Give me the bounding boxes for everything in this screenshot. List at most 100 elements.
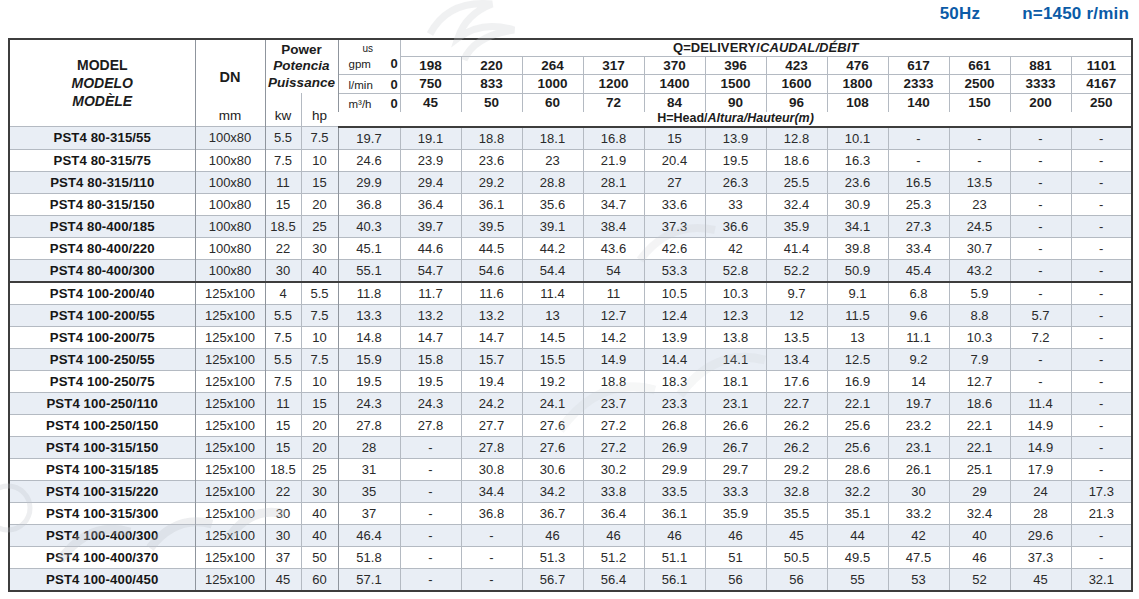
head-value-cell: 18.1 <box>705 370 766 392</box>
head-value-cell: 32.4 <box>949 502 1010 524</box>
head-value-cell: 27 <box>644 171 705 193</box>
head-title-spacer-right <box>827 112 1132 127</box>
kw-cell: 4 <box>265 282 301 305</box>
head-value-cell: 11.7 <box>400 282 461 305</box>
gpm-value: 617 <box>888 56 949 74</box>
head-value-cell: - <box>400 568 461 591</box>
head-value-cell: 46.4 <box>338 524 400 546</box>
head-value-cell: 14.4 <box>644 348 705 370</box>
head-value-cell: 17.6 <box>766 370 827 392</box>
head-value-cell: - <box>400 546 461 568</box>
lmin-value: 4167 <box>1071 74 1132 93</box>
head-value-cell: - <box>400 480 461 502</box>
head-value-cell: 23.6 <box>827 171 888 193</box>
head-value-cell: 26.2 <box>766 436 827 458</box>
head-value-cell: 7.9 <box>949 348 1010 370</box>
head-value-cell: 35.5 <box>766 502 827 524</box>
kw-cell: 15 <box>265 436 301 458</box>
dn-cell: 125x100 <box>195 304 265 326</box>
lmin-value: 1600 <box>766 74 827 93</box>
head-value-cell: 34.7 <box>583 193 644 215</box>
head-value-cell: 19.7 <box>338 127 400 150</box>
head-value-cell: 35.9 <box>766 215 827 237</box>
head-value-cell: 30.9 <box>827 193 888 215</box>
head-value-cell: 37.3 <box>644 215 705 237</box>
table-row: PST4 100-315/185125x10018.52531-30.830.6… <box>9 458 1132 480</box>
head-value-cell: 15.5 <box>522 348 583 370</box>
head-value-cell: 29 <box>949 480 1010 502</box>
head-value-cell: 13.9 <box>705 127 766 150</box>
m3h-unit-cell: m³/h0 <box>338 93 400 112</box>
hp-cell: 40 <box>301 502 338 524</box>
table-row: PST4 100-400/370125x100375051.8--51.351.… <box>9 546 1132 568</box>
head-value-cell: 14.5 <box>522 326 583 348</box>
head-value-cell: - <box>1071 282 1132 305</box>
head-value-cell: - <box>1071 436 1132 458</box>
model-cell: PST4 100-250/110 <box>9 392 195 414</box>
head-value-cell: 56.7 <box>522 568 583 591</box>
head-value-cell: 21.9 <box>583 149 644 171</box>
head-value-cell: 7.2 <box>1010 326 1071 348</box>
table-row: PST4 80-400/300100x80304055.154.754.654.… <box>9 259 1132 282</box>
head-value-cell: 31 <box>338 458 400 480</box>
power-header-es: Potencia <box>266 58 338 74</box>
head-value-cell: 53 <box>888 568 949 591</box>
head-value-cell: 40 <box>949 524 1010 546</box>
head-value-cell: 35.1 <box>827 502 888 524</box>
model-cell: PST4 100-400/450 <box>9 568 195 591</box>
hp-cell: 40 <box>301 259 338 282</box>
head-value-cell: 9.6 <box>888 304 949 326</box>
head-value-cell: 37.3 <box>1010 546 1071 568</box>
head-value-cell: 12.7 <box>949 370 1010 392</box>
head-value-cell: 42.6 <box>644 237 705 259</box>
head-value-cell: 36.8 <box>461 502 522 524</box>
hp-cell: 15 <box>301 171 338 193</box>
table-row: PST4 80-400/220100x80223045.144.644.544.… <box>9 237 1132 259</box>
head-value-cell: 45 <box>766 524 827 546</box>
hp-cell: 50 <box>301 546 338 568</box>
head-value-cell: 30 <box>888 480 949 502</box>
head-value-cell: 41.4 <box>766 237 827 259</box>
head-value-cell: 27.2 <box>583 414 644 436</box>
head-value-cell: - <box>1071 215 1132 237</box>
pump-performance-table: MODEL MODELO MODÈLE DN mm Power Potencia… <box>8 38 1133 592</box>
model-cell: PST4 80-400/185 <box>9 215 195 237</box>
head-value-cell: 8.8 <box>949 304 1010 326</box>
gpm-value: 476 <box>827 56 888 74</box>
hp-cell: 60 <box>301 568 338 591</box>
head-value-cell: - <box>949 149 1010 171</box>
model-cell: PST4 100-315/150 <box>9 436 195 458</box>
head-value-cell: 24.3 <box>400 392 461 414</box>
table-row: PST4 80-315/150100x80152036.836.436.135.… <box>9 193 1132 215</box>
lmin-value: 2333 <box>888 74 949 93</box>
head-value-cell: 30.7 <box>949 237 1010 259</box>
head-value-cell: 28.8 <box>522 171 583 193</box>
table-row: PST4 100-315/300125x100304037-36.836.736… <box>9 502 1132 524</box>
head-value-cell: 23.2 <box>888 414 949 436</box>
m3h-value: 140 <box>888 93 949 112</box>
model-cell: PST4 80-315/55 <box>9 127 195 150</box>
head-value-cell: 52.8 <box>705 259 766 282</box>
power-header-fr: Puissance <box>266 75 338 91</box>
dn-cell: 100x80 <box>195 193 265 215</box>
model-cell: PST4 100-400/300 <box>9 524 195 546</box>
m3h-value: 108 <box>827 93 888 112</box>
head-value-cell: 12.5 <box>827 348 888 370</box>
head-value-cell: 44.6 <box>400 237 461 259</box>
dn-cell: 100x80 <box>195 171 265 193</box>
head-value-cell: 51.1 <box>644 546 705 568</box>
head-value-cell: 29.9 <box>338 171 400 193</box>
head-value-cell: 9.7 <box>766 282 827 305</box>
head-value-cell: 30.2 <box>583 458 644 480</box>
lmin-value: 1500 <box>705 74 766 93</box>
head-value-cell: 51 <box>705 546 766 568</box>
head-title-cell: H=Head/Altura/Hauteur(m) <box>644 112 827 127</box>
dn-cell: 125x100 <box>195 568 265 591</box>
head-value-cell: 19.5 <box>400 370 461 392</box>
hp-column-header: hp <box>301 93 338 127</box>
head-value-cell: - <box>1071 171 1132 193</box>
lmin-value: 2500 <box>949 74 1010 93</box>
head-value-cell: 27.6 <box>522 436 583 458</box>
head-value-cell: - <box>1071 326 1132 348</box>
head-value-cell: - <box>949 127 1010 150</box>
